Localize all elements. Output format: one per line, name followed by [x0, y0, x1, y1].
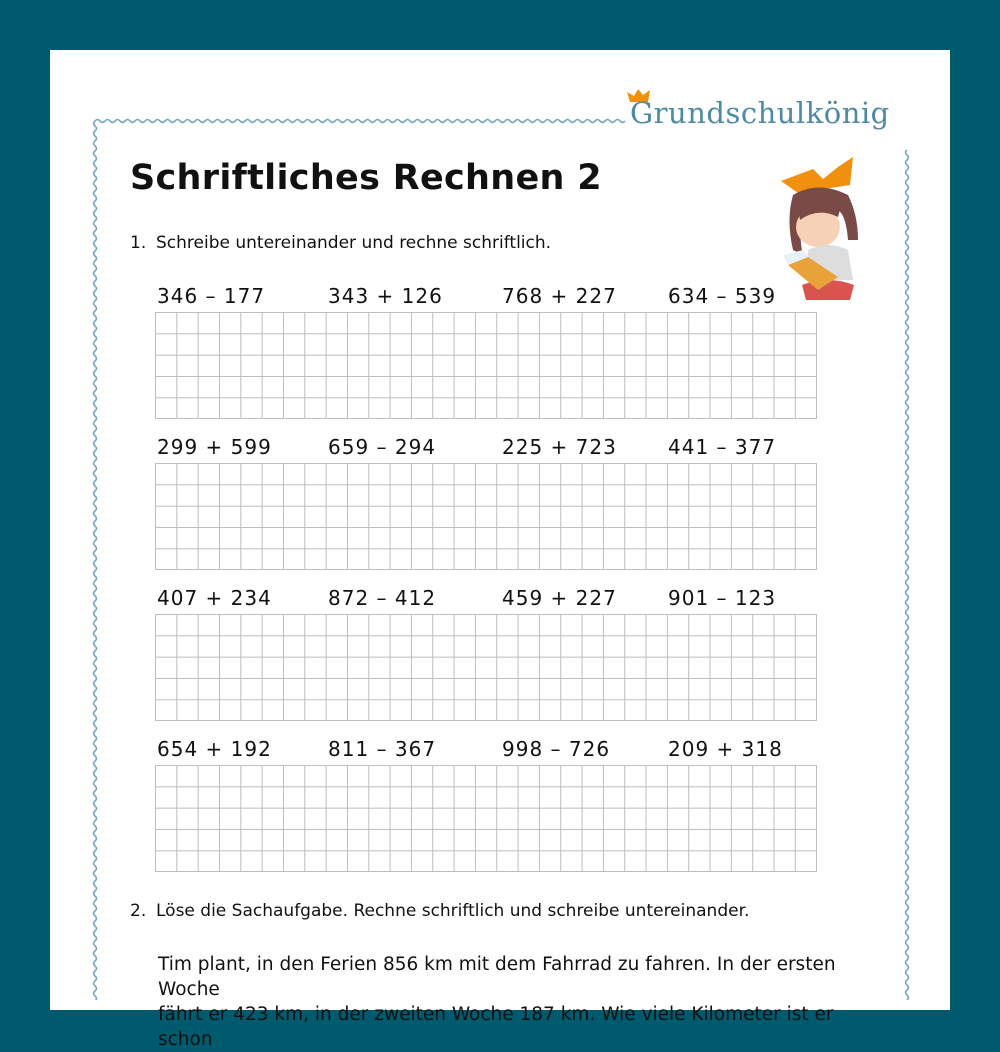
calculation-expression: 225 + 723	[502, 435, 617, 459]
answer-grid[interactable]	[155, 614, 817, 721]
logo-crown-icon	[627, 89, 650, 102]
calculation-expression: 901 – 123	[668, 586, 777, 610]
calculation-expression: 654 + 192	[157, 737, 272, 761]
story-line: Tim plant, in den Ferien 856 km mit dem …	[158, 954, 836, 1000]
girl-reading-with-crown-icon	[781, 157, 858, 300]
calculation-expression: 872 – 412	[328, 586, 437, 610]
answer-grid[interactable]	[155, 312, 817, 419]
task1-text: Schreibe untereinander und rechne schrif…	[156, 233, 552, 253]
calculation-expression: 768 + 227	[502, 284, 617, 308]
calculation-expression: 299 + 599	[157, 435, 272, 459]
page-title: Schriftliches Rechnen 2	[130, 158, 602, 198]
task1-instruction: 1. Schreibe untereinander und rechne schr…	[130, 233, 551, 253]
task1-number: 1.	[130, 233, 147, 253]
task2-instruction: 2. Löse die Sachaufgabe. Rechne schriftli…	[130, 901, 749, 921]
task2-number: 2.	[130, 901, 147, 921]
calculation-expression: 634 – 539	[668, 284, 777, 308]
calculation-expression: 343 + 126	[328, 284, 443, 308]
calculation-expression: 811 – 367	[328, 737, 437, 761]
calculation-expression: 209 + 318	[668, 737, 783, 761]
calculation-expression: 407 + 234	[157, 586, 272, 610]
calculation-expression: 346 – 177	[157, 284, 266, 308]
answer-grid[interactable]	[155, 765, 817, 872]
answer-grid[interactable]	[155, 463, 817, 570]
calculation-expression: 998 – 726	[502, 737, 611, 761]
calculation-expression: 659 – 294	[328, 435, 437, 459]
task2-text: Löse die Sachaufgabe. Rechne schriftlich…	[156, 901, 750, 921]
calculation-expression: 459 + 227	[502, 586, 617, 610]
wavy-border	[92, 118, 910, 1000]
calculation-expression: 441 – 377	[668, 435, 777, 459]
brand-logo: Grundschulkönig	[630, 96, 890, 130]
story-line: fährt er 423 km, in der zweiten Woche 18…	[158, 1004, 834, 1050]
word-problem: Tim plant, in den Ferien 856 km mit dem …	[158, 952, 878, 1052]
